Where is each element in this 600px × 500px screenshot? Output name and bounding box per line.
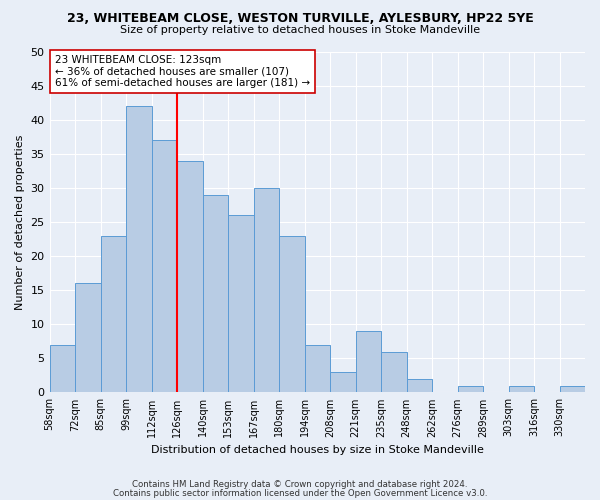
Text: 23, WHITEBEAM CLOSE, WESTON TURVILLE, AYLESBURY, HP22 5YE: 23, WHITEBEAM CLOSE, WESTON TURVILLE, AY…: [67, 12, 533, 26]
Bar: [458, 386, 483, 392]
Bar: [152, 140, 177, 392]
Bar: [228, 215, 254, 392]
Text: Contains HM Land Registry data © Crown copyright and database right 2024.: Contains HM Land Registry data © Crown c…: [132, 480, 468, 489]
Bar: [330, 372, 356, 392]
Bar: [50, 344, 75, 393]
Bar: [75, 284, 101, 393]
Bar: [305, 344, 330, 393]
Bar: [560, 386, 585, 392]
Text: 23 WHITEBEAM CLOSE: 123sqm
← 36% of detached houses are smaller (107)
61% of sem: 23 WHITEBEAM CLOSE: 123sqm ← 36% of deta…: [55, 55, 310, 88]
Bar: [177, 160, 203, 392]
Bar: [381, 352, 407, 393]
X-axis label: Distribution of detached houses by size in Stoke Mandeville: Distribution of detached houses by size …: [151, 445, 484, 455]
Text: Contains public sector information licensed under the Open Government Licence v3: Contains public sector information licen…: [113, 488, 487, 498]
Bar: [509, 386, 534, 392]
Text: Size of property relative to detached houses in Stoke Mandeville: Size of property relative to detached ho…: [120, 25, 480, 35]
Bar: [203, 194, 228, 392]
Bar: [407, 379, 432, 392]
Bar: [254, 188, 279, 392]
Bar: [101, 236, 126, 392]
Bar: [279, 236, 305, 392]
Bar: [126, 106, 152, 393]
Y-axis label: Number of detached properties: Number of detached properties: [15, 134, 25, 310]
Bar: [356, 331, 381, 392]
